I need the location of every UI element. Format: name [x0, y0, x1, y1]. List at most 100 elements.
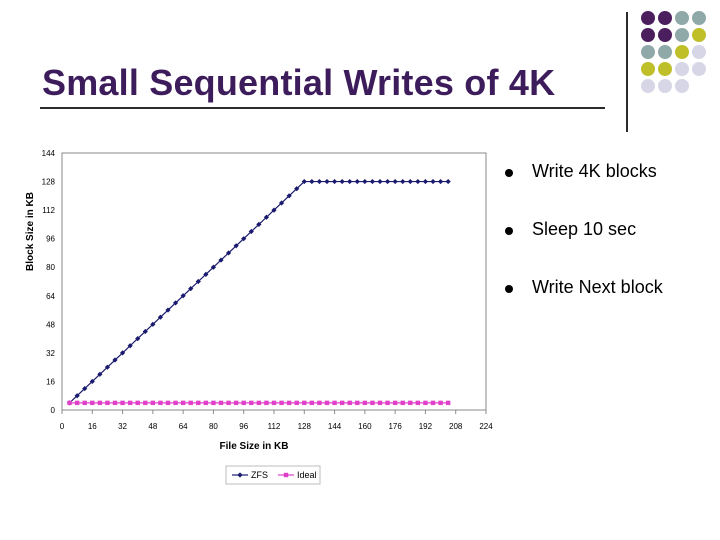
data-point-ideal — [256, 400, 262, 406]
data-point-zfs — [392, 178, 398, 185]
legend-label: ZFS — [251, 470, 268, 480]
x-axis-title: File Size in KB — [220, 441, 289, 452]
data-point-ideal — [150, 400, 156, 406]
data-point-ideal — [143, 400, 148, 406]
data-point-ideal — [233, 400, 239, 406]
data-point-ideal — [324, 400, 330, 406]
x-tick-label: 112 — [268, 422, 281, 431]
y-tick-label: 80 — [46, 263, 55, 272]
data-point-zfs — [339, 178, 345, 185]
data-point-zfs — [135, 336, 141, 342]
data-point-zfs — [430, 178, 436, 185]
data-point-ideal — [127, 400, 133, 406]
data-point-ideal — [347, 400, 352, 406]
data-point-zfs — [127, 343, 133, 349]
data-point-ideal — [158, 400, 163, 406]
data-point-ideal — [112, 400, 118, 406]
y-tick-label: 64 — [46, 292, 55, 301]
x-tick-label: 96 — [239, 422, 248, 431]
bullet-text: Write Next block — [532, 277, 663, 297]
data-point-zfs — [324, 178, 330, 185]
data-point-ideal — [74, 400, 80, 406]
data-point-zfs — [331, 178, 338, 185]
data-point-zfs — [165, 307, 171, 313]
data-point-ideal — [385, 400, 390, 406]
y-tick-label: 128 — [42, 178, 56, 187]
decorative-dot — [658, 79, 672, 93]
data-point-ideal — [423, 400, 428, 406]
decorative-dot — [641, 45, 655, 59]
data-point-ideal — [400, 400, 405, 406]
data-point-ideal — [90, 400, 95, 406]
legend-marker — [237, 472, 243, 478]
data-point-ideal — [415, 400, 421, 406]
data-point-zfs — [157, 314, 164, 320]
legend-label: Ideal — [297, 470, 317, 480]
data-point-zfs — [248, 228, 254, 235]
x-tick-label: 160 — [358, 422, 372, 431]
data-point-ideal — [249, 400, 254, 406]
data-point-ideal — [317, 400, 322, 406]
data-point-zfs — [112, 357, 118, 363]
x-tick-label: 224 — [479, 422, 493, 431]
chart-series-group — [66, 178, 451, 406]
data-point-ideal — [279, 400, 284, 406]
data-point-zfs — [377, 178, 383, 185]
decorative-dot — [675, 28, 689, 42]
data-point-zfs — [256, 221, 262, 227]
data-point-zfs — [150, 321, 156, 327]
legend-box — [225, 465, 321, 485]
x-tick-labels: 0 16 32 48 64 80 96 112 128 144 160 176 192 208 224 — [60, 410, 493, 431]
data-point-zfs — [97, 371, 103, 377]
data-point-zfs — [233, 243, 239, 249]
data-point-zfs — [172, 300, 179, 306]
chart-area — [15, 145, 497, 487]
bullet-item: Sleep 10 sec — [505, 218, 715, 248]
decorative-dot — [675, 79, 689, 93]
decorative-dot — [641, 11, 655, 25]
data-point-zfs — [142, 328, 148, 335]
decorative-dot — [641, 79, 655, 93]
bullet-item: Write Next block — [505, 276, 715, 306]
data-point-zfs — [210, 264, 217, 270]
data-point-zfs — [286, 193, 292, 199]
x-tick-label: 208 — [449, 422, 463, 431]
slide-title: Small Sequential Writes of 4K — [42, 62, 556, 103]
bullet-text: Write 4K blocks — [532, 161, 657, 181]
data-point-zfs — [104, 364, 111, 370]
data-point-ideal — [67, 400, 72, 406]
data-point-zfs — [445, 178, 451, 185]
legend-marker — [283, 472, 289, 478]
data-point-ideal — [430, 400, 436, 406]
data-point-ideal — [408, 400, 413, 406]
bullet-dot-icon — [505, 169, 513, 177]
data-point-zfs — [225, 250, 232, 256]
decorative-dot — [658, 45, 672, 59]
y-tick-label: 0 — [51, 406, 56, 415]
data-point-zfs — [89, 378, 95, 385]
x-tick-label: 144 — [328, 422, 342, 431]
data-point-ideal — [286, 400, 292, 406]
decorative-dot — [692, 45, 706, 59]
data-point-zfs — [354, 178, 360, 185]
chart-frame — [15, 145, 497, 487]
data-point-ideal — [438, 400, 443, 406]
y-tick-label: 144 — [42, 149, 56, 158]
data-point-zfs — [119, 350, 126, 356]
x-tick-label: 48 — [148, 422, 157, 431]
data-point-ideal — [392, 400, 398, 406]
data-point-zfs — [362, 178, 368, 185]
decorative-dot — [658, 28, 672, 42]
data-point-zfs — [188, 286, 194, 292]
data-point-ideal — [362, 400, 368, 406]
x-tick-label: 64 — [179, 422, 188, 431]
data-point-zfs — [218, 257, 224, 263]
y-tick-label: 32 — [46, 349, 55, 358]
y-tick-labels: 0 16 32 48 64 80 96 112 128 144 — [42, 149, 56, 415]
data-point-ideal — [271, 400, 277, 406]
data-point-ideal — [309, 400, 315, 406]
data-point-ideal — [302, 400, 307, 406]
data-point-zfs — [74, 393, 80, 399]
data-point-ideal — [82, 400, 87, 406]
